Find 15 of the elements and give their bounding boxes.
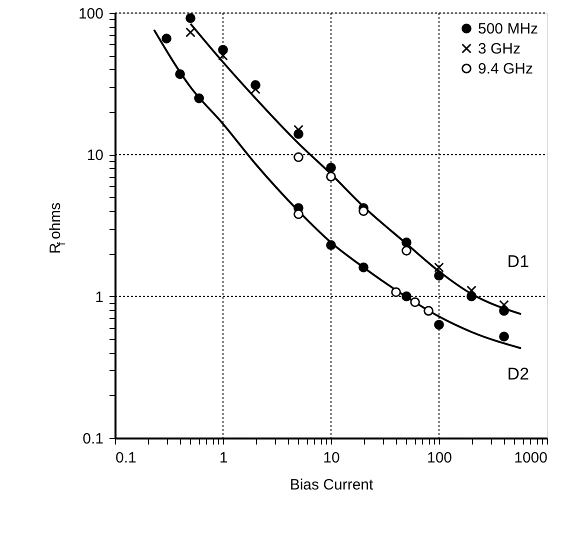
legend-label: 500 MHz: [478, 20, 538, 38]
x-axis-title: Bias Current: [290, 476, 374, 494]
x-tick-label: 10: [323, 450, 340, 466]
x-tick-label: 0.1: [116, 450, 136, 466]
legend-label: 3 GHz: [478, 40, 521, 58]
legend-label: 9.4 GHz: [478, 60, 534, 78]
annotation: D1: [507, 252, 530, 272]
y-tick-label: 100: [78, 6, 104, 22]
x-tick-label: 1000: [514, 450, 548, 466]
y-tick-label: 10: [86, 147, 104, 164]
x-tick-label: 100: [426, 450, 452, 466]
annotation: D2: [507, 364, 530, 384]
y-tick-label: 1: [95, 288, 104, 306]
y-tick-label: 0.1: [82, 430, 104, 448]
x-tick-label: 1: [219, 450, 228, 466]
